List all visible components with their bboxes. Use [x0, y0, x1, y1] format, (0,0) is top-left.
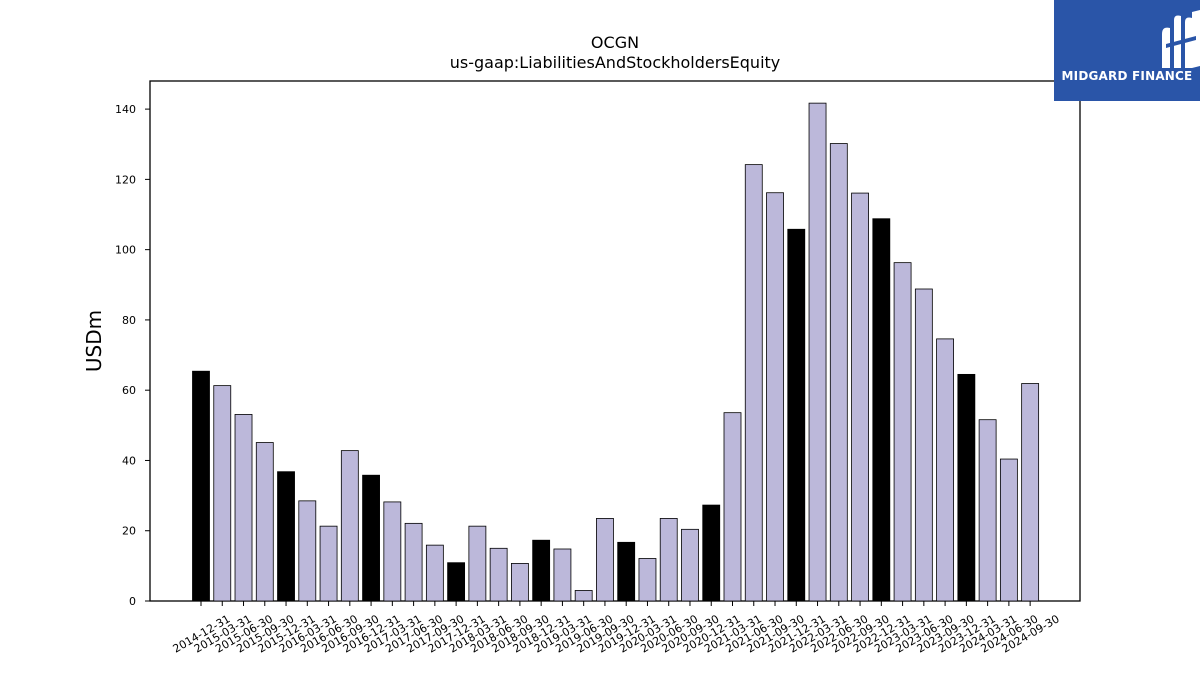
y-axis-ticks: 0 20 40 60 80 100 120 140: [115, 103, 150, 608]
y-tick-label: 80: [122, 314, 136, 327]
bar-2018-12-31: [532, 539, 551, 602]
y-tick-label: 120: [115, 173, 136, 186]
bar-2019-12-31: [617, 541, 636, 602]
bar-2024-06-30: [999, 458, 1018, 602]
y-tick-label: 40: [122, 454, 136, 467]
bar-2015-12-31: [277, 471, 295, 602]
bar-2015-09-30: [255, 442, 274, 602]
y-tick-label: 0: [129, 595, 136, 608]
y-tick-label: 60: [122, 384, 136, 397]
bar-group: [192, 102, 1040, 602]
y-tick-label: 140: [115, 103, 136, 116]
bar-2017-06-30: [404, 522, 423, 602]
y-axis-label: USDm: [82, 310, 106, 372]
chart-title: OCGN: [591, 33, 639, 52]
bar-2019-03-31: [553, 548, 572, 602]
bar-2014-12-31: [192, 370, 210, 602]
bar-2016-03-31: [298, 500, 317, 602]
chart-subtitle: us-gaap:LiabilitiesAndStockholdersEquity: [450, 53, 781, 72]
bar-2023-09-30: [936, 338, 954, 602]
bar-2024-03-31: [978, 419, 997, 602]
bar-2020-06-30: [659, 518, 678, 602]
bar-2021-09-30: [766, 192, 784, 602]
bar-2020-03-31: [638, 558, 657, 602]
bar-2017-09-30: [425, 544, 444, 602]
bar-2017-12-31: [447, 562, 466, 602]
y-tick-label: 100: [115, 244, 136, 257]
plot-frame: [149, 80, 1081, 602]
bar-2021-06-30: [744, 164, 763, 602]
bar-2023-12-31: [957, 373, 976, 602]
bar-2021-03-31: [723, 412, 742, 602]
brand-name: MIDGARD FINANCE: [1061, 69, 1193, 83]
x-axis-ticks: 2014-12-312015-03-312015-06-302015-09-30…: [171, 601, 1062, 656]
bar-2015-03-31: [213, 385, 232, 602]
bar-2018-03-31: [468, 525, 487, 602]
bar-2015-06-30: [234, 414, 253, 602]
bar-2020-09-30: [681, 528, 699, 602]
bar-2018-06-30: [489, 547, 508, 602]
bar-2021-12-31: [787, 228, 806, 602]
bar-2023-06-30: [914, 288, 933, 602]
bar-2019-06-30: [574, 590, 593, 602]
bar-2017-03-31: [383, 501, 402, 602]
bar-2022-06-30: [829, 143, 848, 602]
bar-2023-03-31: [893, 262, 912, 602]
y-tick-label: 20: [122, 525, 136, 538]
bar-2020-12-31: [702, 504, 721, 602]
bar-2022-09-30: [851, 192, 869, 602]
midgard-finance-logo: MIDGARD FINANCE: [1054, 0, 1200, 101]
bar-2016-09-30: [340, 450, 359, 602]
midgard-logo-mark-icon: [1162, 10, 1200, 69]
bar-2018-09-30: [510, 563, 529, 602]
bar-2016-06-30: [319, 525, 338, 602]
bar-2022-03-31: [808, 102, 827, 602]
bar-2024-09-30: [1021, 383, 1040, 602]
bar-2022-12-31: [872, 218, 891, 602]
bar-2016-12-31: [362, 474, 380, 602]
bar-2019-09-30: [596, 518, 614, 602]
